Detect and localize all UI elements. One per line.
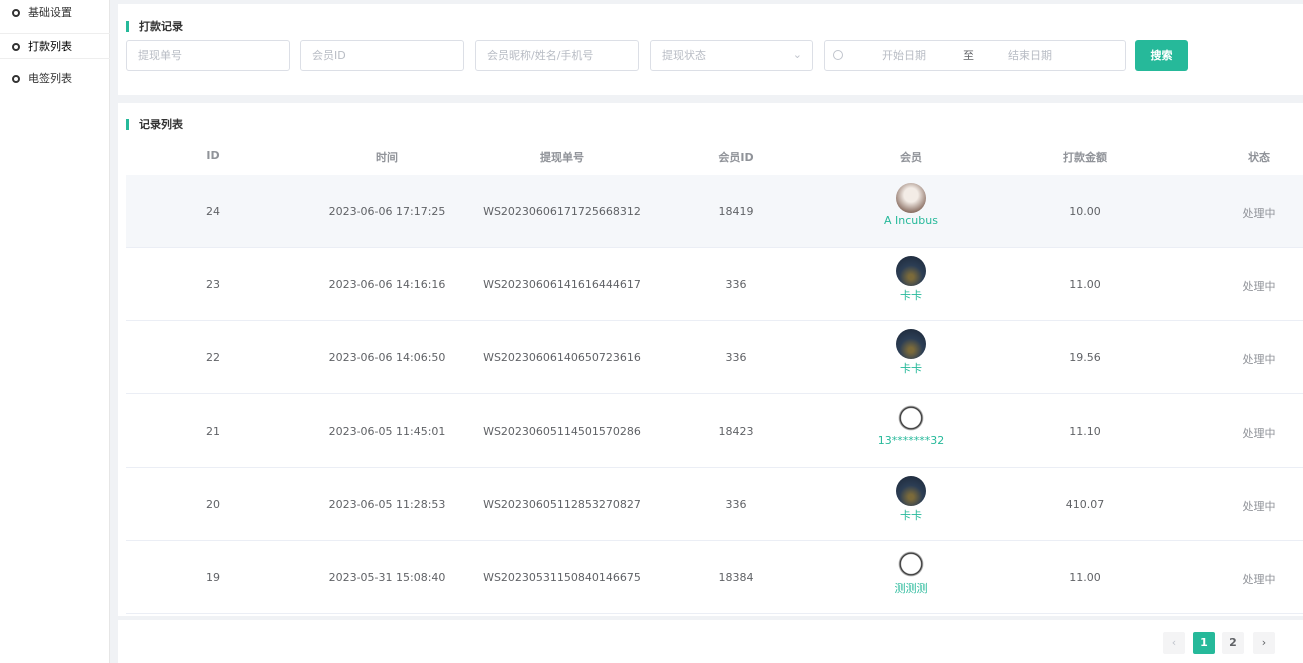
table-cell: 处理中 (1242, 280, 1276, 294)
member-name[interactable]: 卡卡 (900, 508, 922, 522)
column-header: 打款金额 (1063, 151, 1107, 164)
table-cell: WS20230606171725668312 (483, 205, 641, 218)
member-name[interactable]: 测测测 (894, 582, 928, 595)
table-row[interactable] (126, 321, 1303, 395)
table-cell: 21 (206, 424, 220, 438)
table-cell: 2023-06-06 17:17:25 (328, 205, 446, 218)
date-separator: 至 (963, 49, 974, 62)
avatar (896, 256, 926, 287)
status-select[interactable]: 提现状态 ⌄ (650, 40, 813, 71)
start-date: 开始日期 (882, 49, 926, 62)
member-name[interactable]: 13*******32 (877, 433, 945, 447)
search-button[interactable]: 搜索 (1135, 40, 1188, 71)
table-cell: 处理中 (1242, 426, 1276, 440)
page-button[interactable]: 2 (1222, 632, 1244, 654)
menu-item[interactable]: 电签列表 (0, 66, 110, 92)
avatar (896, 329, 926, 360)
select-placeholder: 提现状态 (662, 49, 706, 62)
end-date: 结束日期 (1008, 49, 1052, 62)
menu-item[interactable]: 基础设置 (0, 0, 110, 26)
table-cell: 18419 (718, 205, 754, 218)
records-title: 记录列表 (126, 119, 183, 130)
table-cell: WS20230531150840146675 (483, 571, 641, 584)
avatar (896, 549, 926, 579)
table-cell: 2023-06-05 11:28:53 (328, 497, 446, 511)
table-row[interactable] (126, 175, 1303, 248)
table-cell: WS20230606140650723616 (483, 351, 641, 365)
order-input[interactable]: 提现单号 (126, 40, 290, 71)
table-cell: 2023-06-05 11:45:01 (328, 424, 446, 438)
prev-page[interactable]: ‹ (1163, 632, 1185, 654)
column-header: ID (206, 149, 220, 162)
avatar (896, 183, 926, 213)
table-cell: 11.00 (1069, 278, 1101, 292)
table-row[interactable] (126, 395, 1303, 468)
table-cell: 10.00 (1069, 205, 1101, 218)
table-cell: 24 (206, 205, 220, 218)
table-cell: 2023-05-31 15:08:40 (328, 571, 446, 584)
menu-label: 电签列表 (28, 72, 72, 85)
table-cell: 336 (725, 351, 747, 365)
table-cell: 2023-06-06 14:16:16 (328, 278, 446, 292)
avatar (896, 475, 926, 506)
column-header: 提现单号 (540, 151, 584, 164)
table-row[interactable] (126, 468, 1303, 541)
sidebar: 基础设置 打款列表 电签列表 (0, 0, 110, 663)
filter-title: 打款记录 (126, 21, 183, 32)
column-header: 会员 (900, 151, 922, 164)
table-cell: 23 (206, 278, 220, 292)
column-header: 时间 (376, 151, 398, 164)
table-cell: 22 (206, 351, 220, 365)
table-row[interactable] (126, 248, 1303, 322)
table-cell: 18423 (718, 424, 754, 438)
date-range[interactable]: 开始日期 至 结束日期 (824, 40, 1126, 71)
member-name[interactable]: A Incubus (884, 214, 938, 227)
menu-label: 打款列表 (28, 40, 72, 53)
table-cell: 处理中 (1242, 573, 1276, 586)
table-cell: 20 (206, 497, 220, 511)
avatar (896, 402, 926, 433)
table-cell: WS20230605112853270827 (483, 497, 641, 511)
table-cell: 2023-06-06 14:06:50 (328, 351, 446, 365)
table-cell: 处理中 (1242, 207, 1276, 220)
next-page[interactable]: › (1253, 632, 1275, 654)
member-input[interactable]: 会员昵称/姓名/手机号 (475, 40, 639, 71)
page-button[interactable]: 1 (1193, 632, 1215, 654)
column-header: 状态 (1248, 151, 1270, 164)
table-cell: 336 (725, 497, 747, 511)
table-cell: 11.00 (1069, 571, 1101, 584)
table-cell: 336 (725, 278, 747, 292)
member-name[interactable]: 卡卡 (900, 362, 922, 376)
member-id-input[interactable]: 会员ID (300, 40, 464, 71)
table-cell: 18384 (718, 571, 754, 584)
table-row[interactable] (126, 541, 1303, 614)
table-cell: 19.56 (1069, 351, 1101, 365)
menu-label: 基础设置 (28, 6, 72, 19)
pagination-bar (118, 620, 1303, 663)
member-name[interactable]: 卡卡 (900, 289, 922, 303)
menu-item[interactable]: 打款列表 (0, 33, 110, 59)
table-cell: 处理中 (1242, 499, 1276, 513)
table-cell: 410.07 (1065, 497, 1105, 511)
table-cell: 处理中 (1242, 353, 1276, 367)
column-header: 会员ID (718, 151, 754, 164)
table-cell: 19 (206, 571, 220, 584)
table-cell: WS20230606141616444617 (483, 278, 641, 292)
table-cell: 11.10 (1069, 424, 1101, 438)
table-cell: WS20230605114501570286 (483, 424, 641, 438)
